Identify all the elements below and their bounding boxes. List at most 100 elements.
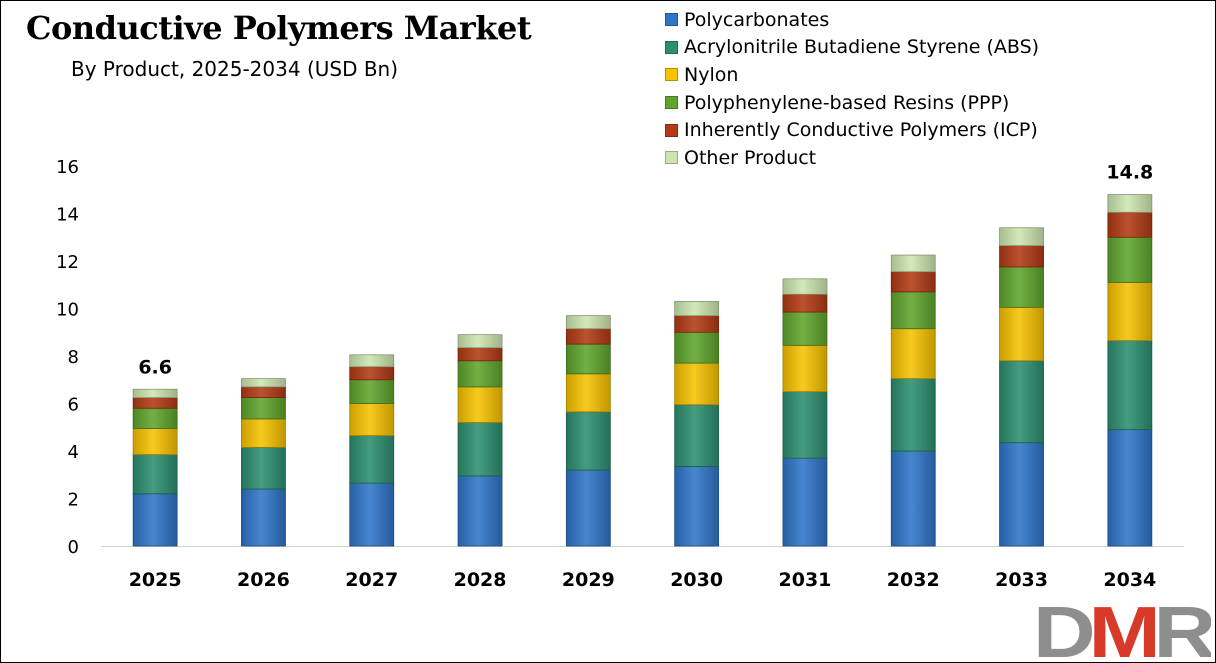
bar-segment [457,334,503,349]
bar-segment [349,403,395,436]
bar-segment [999,245,1044,268]
x-tick-label: 2034 [1103,569,1156,591]
bar-segment [1107,194,1153,213]
legend: Polycarbonates Acrylonitrile Butadiene St… [665,6,1039,172]
bar-segment [241,397,286,420]
y-tick-label: 14 [56,205,79,226]
x-tick-label: 2033 [995,569,1048,591]
bar-segment [999,266,1044,308]
bar-segment [241,418,286,448]
bar-segment [457,386,503,423]
x-tick-label: 2027 [345,569,398,591]
bar-segment [674,315,720,333]
bar-segment [782,293,828,313]
bar-segment [1107,340,1153,431]
bar-segment [674,404,720,467]
y-tick-label: 4 [68,442,79,463]
legend-label: Polyphenylene-based Resins (PPP) [684,91,1010,114]
legend-item: Nylon [665,61,1039,89]
x-tick-label: 2029 [562,569,615,591]
legend-swatch [665,151,678,165]
legend-swatch [665,13,678,27]
bar-segment [349,366,395,381]
x-tick-label: 2032 [887,569,940,591]
bar-segment [1107,281,1153,341]
bar-segment [132,428,178,455]
legend-label: Nylon [684,63,739,86]
y-tick-label: 0 [68,537,79,558]
bar-segment [890,271,936,293]
legend-swatch [665,40,678,54]
bar-segment [999,227,1044,246]
bar-segment [890,254,936,273]
bar-segment [782,278,828,295]
bar-segment [565,328,611,345]
data-label: 6.6 [138,356,172,378]
bar-segment [1107,429,1153,547]
bar-segment [132,493,178,547]
bar-segment [132,407,178,429]
bar-segment [241,386,286,398]
bar-segment [241,488,286,547]
chart-subtitle: By Product, 2025-2034 (USD Bn) [71,57,399,81]
bar-segment [782,391,828,459]
bar-segment [1107,211,1153,238]
legend-item: Polyphenylene-based Resins (PPP) [665,89,1039,117]
bar-segment [782,457,828,547]
dmr-logo-letter-r: R [1154,599,1211,661]
bar-segment [132,388,178,398]
legend-item: Inherently Conductive Polymers (ICP) [665,116,1039,144]
dmr-logo-letter-m: M [1088,599,1156,661]
x-tick-label: 2026 [237,569,290,591]
bar-segment [241,447,286,490]
y-tick-label: 10 [56,300,79,321]
bar-segment [349,482,395,547]
y-tick-label: 8 [68,347,79,368]
bar-segment [999,360,1044,444]
bar-segment [674,362,720,406]
bar-segment [565,315,611,330]
y-tick-label: 2 [68,490,79,511]
y-tick-label: 16 [56,157,79,178]
bar-segment [457,347,503,362]
bar-segment [674,331,720,364]
bar-segment [999,306,1044,362]
bar-segment [457,422,503,477]
x-tick-label: 2028 [454,569,507,591]
dmr-logo-letter-d: D [1033,599,1092,661]
chart-title: Conductive Polymers Market [26,9,532,47]
legend-item: Acrylonitrile Butadiene Styrene (ABS) [665,34,1039,62]
x-tick-label: 2030 [670,569,723,591]
bar-segment [674,466,720,547]
bar-segment [241,378,286,388]
bar-segment [457,360,503,388]
legend-item: Polycarbonates [665,6,1039,34]
legend-label: Inherently Conductive Polymers (ICP) [684,119,1038,142]
legend-swatch [665,96,678,110]
x-tick-label: 2025 [129,569,182,591]
bar-segment [565,411,611,471]
bar-segment [349,354,395,368]
bar-segment [782,344,828,393]
bar-segment [349,379,395,404]
bar-segment [890,328,936,379]
legend-label: Acrylonitrile Butadiene Styrene (ABS) [684,36,1040,59]
bar-segment [1107,236,1153,283]
bar-segment [565,343,611,375]
bar-segment [890,378,936,452]
bar-segment [565,373,611,413]
bar-segment [132,454,178,495]
legend-swatch [665,68,678,82]
bar-segment [457,475,503,547]
bar-segment [565,469,611,547]
bar-segment [890,291,936,330]
bar-segment [132,397,178,409]
bar-segment [674,300,720,317]
y-tick-label: 12 [56,252,79,273]
bar-segment [999,442,1044,547]
legend-label: Other Product [684,146,817,169]
